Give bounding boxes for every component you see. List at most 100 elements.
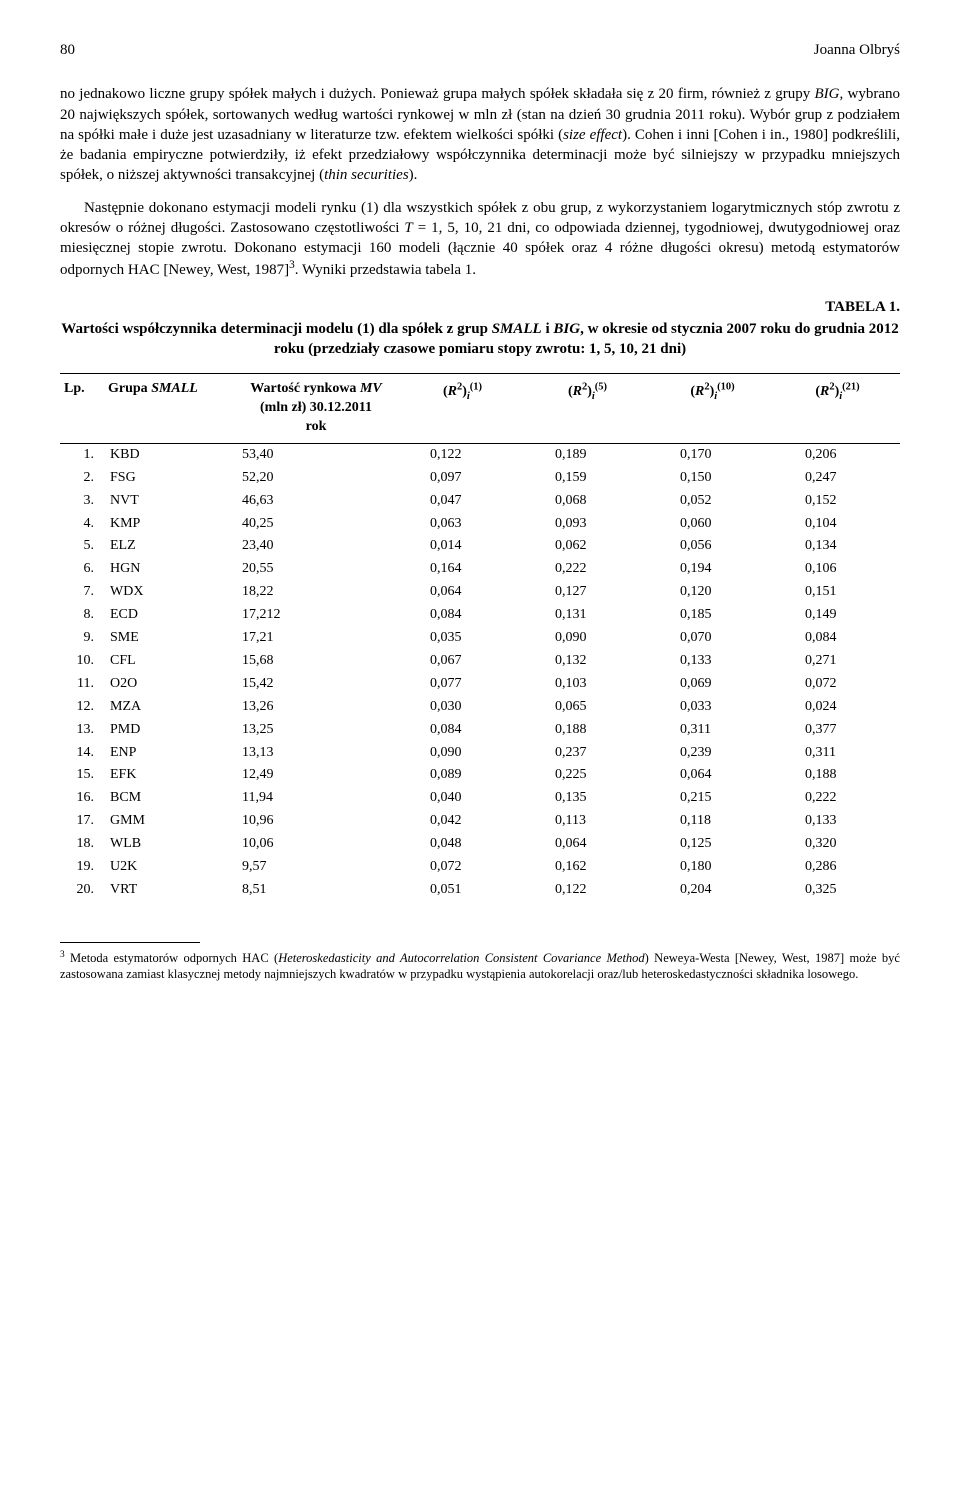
table-cell-r10: 0,070 — [650, 627, 775, 650]
table-cell-mv: 15,42 — [232, 673, 400, 696]
table-cell-r10: 0,056 — [650, 535, 775, 558]
footnote-3: 3 Metoda estymatorów odpornych HAC (Hete… — [60, 949, 900, 983]
table-cell-lp: 7. — [60, 581, 104, 604]
table-cell-mv: 52,20 — [232, 467, 400, 490]
paragraph-2-text: Następnie dokonano estymacji modeli rynk… — [60, 198, 900, 281]
table-cell-lp: 15. — [60, 764, 104, 787]
table-cell-r1: 0,063 — [400, 513, 525, 536]
table-cell-r1: 0,089 — [400, 764, 525, 787]
data-table: Lp. Grupa SMALL Wartość rynkowa MV(mln z… — [60, 373, 900, 901]
table-cell-r21: 0,271 — [775, 650, 900, 673]
table-row: 6.HGN20,550,1640,2220,1940,106 — [60, 558, 900, 581]
table-cell-r5: 0,093 — [525, 513, 650, 536]
table-row: 1.KBD53,400,1220,1890,1700,206 — [60, 443, 900, 466]
table-cell-lp: 3. — [60, 490, 104, 513]
table-cell-r5: 0,159 — [525, 467, 650, 490]
table-cell-r21: 0,320 — [775, 833, 900, 856]
table-cell-r5: 0,062 — [525, 535, 650, 558]
table-cell-name: ENP — [104, 742, 232, 765]
table-cell-r21: 0,149 — [775, 604, 900, 627]
table-cell-r21: 0,084 — [775, 627, 900, 650]
table-row: 9.SME17,210,0350,0900,0700,084 — [60, 627, 900, 650]
table-cell-r1: 0,077 — [400, 673, 525, 696]
table-cell-r1: 0,084 — [400, 604, 525, 627]
table-cell-name: HGN — [104, 558, 232, 581]
table-cell-mv: 20,55 — [232, 558, 400, 581]
table-cell-name: BCM — [104, 787, 232, 810]
author-name: Joanna Olbryś — [814, 40, 900, 60]
table-cell-name: EFK — [104, 764, 232, 787]
table-cell-r5: 0,127 — [525, 581, 650, 604]
table-cell-lp: 6. — [60, 558, 104, 581]
table-cell-r1: 0,097 — [400, 467, 525, 490]
table-cell-r10: 0,180 — [650, 856, 775, 879]
table-cell-r1: 0,164 — [400, 558, 525, 581]
table-row: 7.WDX18,220,0640,1270,1200,151 — [60, 581, 900, 604]
table-cell-lp: 14. — [60, 742, 104, 765]
table-cell-r1: 0,047 — [400, 490, 525, 513]
table-row: 4.KMP40,250,0630,0930,0600,104 — [60, 513, 900, 536]
table-cell-name: MZA — [104, 696, 232, 719]
table-cell-name: GMM — [104, 810, 232, 833]
table-cell-r5: 0,131 — [525, 604, 650, 627]
table-row: 5.ELZ23,400,0140,0620,0560,134 — [60, 535, 900, 558]
table-cell-lp: 18. — [60, 833, 104, 856]
table-cell-r5: 0,222 — [525, 558, 650, 581]
table-cell-r10: 0,150 — [650, 467, 775, 490]
col-grupa: Grupa SMALL — [104, 374, 232, 444]
table-cell-lp: 4. — [60, 513, 104, 536]
table-cell-name: ECD — [104, 604, 232, 627]
table-cell-lp: 10. — [60, 650, 104, 673]
table-cell-r5: 0,113 — [525, 810, 650, 833]
table-cell-lp: 9. — [60, 627, 104, 650]
table-cell-r1: 0,064 — [400, 581, 525, 604]
table-cell-mv: 9,57 — [232, 856, 400, 879]
table-cell-r1: 0,040 — [400, 787, 525, 810]
footnote-separator — [60, 942, 200, 943]
table-cell-r10: 0,118 — [650, 810, 775, 833]
col-r21: (R2)i(21) — [775, 374, 900, 444]
table-cell-r1: 0,030 — [400, 696, 525, 719]
table-cell-lp: 8. — [60, 604, 104, 627]
table-cell-mv: 12,49 — [232, 764, 400, 787]
table-cell-r5: 0,225 — [525, 764, 650, 787]
table-cell-mv: 11,94 — [232, 787, 400, 810]
table-cell-lp: 12. — [60, 696, 104, 719]
paragraph-1-text: no jednakowo liczne grupy spółek małych … — [60, 84, 900, 185]
col-lp: Lp. — [60, 374, 104, 444]
table-cell-mv: 10,96 — [232, 810, 400, 833]
table-cell-name: ELZ — [104, 535, 232, 558]
table-row: 14.ENP13,130,0900,2370,2390,311 — [60, 742, 900, 765]
table-cell-mv: 13,26 — [232, 696, 400, 719]
table-cell-r1: 0,122 — [400, 443, 525, 466]
table-cell-mv: 13,13 — [232, 742, 400, 765]
table-header-row: Lp. Grupa SMALL Wartość rynkowa MV(mln z… — [60, 374, 900, 444]
table-cell-lp: 13. — [60, 719, 104, 742]
table-row: 19.U2K9,570,0720,1620,1800,286 — [60, 856, 900, 879]
table-cell-mv: 10,06 — [232, 833, 400, 856]
table-cell-r1: 0,035 — [400, 627, 525, 650]
table-cell-r5: 0,189 — [525, 443, 650, 466]
table-cell-r10: 0,120 — [650, 581, 775, 604]
table-cell-lp: 11. — [60, 673, 104, 696]
table-cell-r10: 0,069 — [650, 673, 775, 696]
table-cell-r5: 0,068 — [525, 490, 650, 513]
paragraph-2: Następnie dokonano estymacji modeli rynk… — [60, 198, 900, 281]
table-cell-lp: 5. — [60, 535, 104, 558]
col-r10: (R2)i(10) — [650, 374, 775, 444]
table-cell-r21: 0,133 — [775, 810, 900, 833]
table-cell-r5: 0,188 — [525, 719, 650, 742]
table-cell-r21: 0,286 — [775, 856, 900, 879]
table-cell-r5: 0,064 — [525, 833, 650, 856]
table-cell-r21: 0,188 — [775, 764, 900, 787]
table-cell-name: NVT — [104, 490, 232, 513]
table-cell-r10: 0,033 — [650, 696, 775, 719]
table-cell-r10: 0,204 — [650, 879, 775, 902]
table-row: 2.FSG52,200,0970,1590,1500,247 — [60, 467, 900, 490]
table-cell-lp: 2. — [60, 467, 104, 490]
table-cell-r1: 0,014 — [400, 535, 525, 558]
table-cell-r5: 0,162 — [525, 856, 650, 879]
table-cell-name: CFL — [104, 650, 232, 673]
table-cell-r10: 0,133 — [650, 650, 775, 673]
table-cell-mv: 40,25 — [232, 513, 400, 536]
